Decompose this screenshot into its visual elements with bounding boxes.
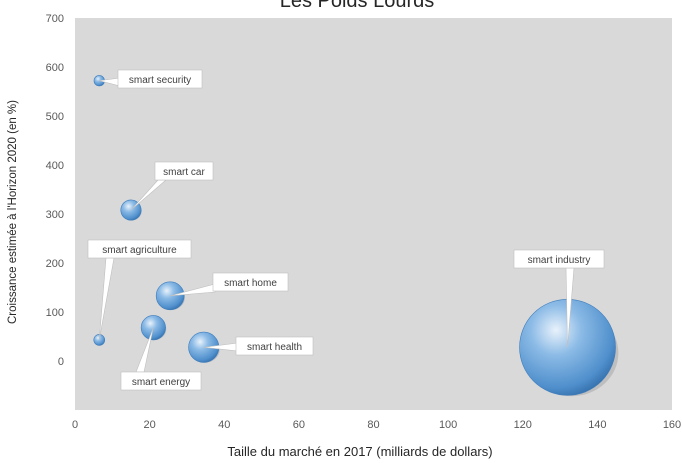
data-label: smart car — [163, 167, 205, 178]
chart-title: Les Poids Lourds — [280, 0, 435, 12]
x-tick-label: 60 — [293, 419, 305, 431]
y-tick-label: 400 — [46, 160, 64, 172]
y-tick-label: 500 — [46, 111, 64, 123]
x-axis-title: Taille du marché en 2017 (milliards de d… — [227, 444, 492, 459]
x-tick-label: 140 — [588, 419, 606, 431]
label-box — [87, 239, 192, 259]
x-tick-label: 20 — [144, 419, 156, 431]
label-box — [235, 336, 314, 356]
data-label: smart home — [224, 278, 277, 289]
label-box — [117, 69, 203, 89]
label-box — [120, 371, 202, 391]
x-axis-ticks: 0 20 40 60 80 100 120 140 160 — [72, 419, 681, 431]
x-tick-label: 80 — [367, 419, 379, 431]
y-tick-label: 100 — [46, 307, 64, 319]
data-label: smart agriculture — [102, 245, 177, 256]
y-tick-label: 0 — [58, 356, 64, 368]
data-labels: smart security smart car smart agriculture… — [87, 69, 605, 391]
y-tick-label: 300 — [46, 209, 64, 221]
y-tick-label: 200 — [46, 258, 64, 270]
x-tick-label: 40 — [218, 419, 230, 431]
bubbles — [93, 75, 619, 397]
y-axis-ticks: 0 100 200 300 400 500 600 700 — [46, 13, 64, 368]
y-axis-title: Croissance estimée à l'Horizon 2020 (en … — [7, 100, 19, 324]
label-box — [513, 249, 605, 269]
data-label: smart energy — [132, 377, 190, 388]
x-tick-label: 120 — [514, 419, 532, 431]
label-box — [154, 161, 214, 181]
x-tick-label: 160 — [663, 419, 681, 431]
data-label: smart health — [247, 342, 302, 353]
x-tick-label: 100 — [439, 419, 457, 431]
y-tick-label: 700 — [46, 13, 64, 25]
x-tick-label: 0 — [72, 419, 78, 431]
y-tick-label: 600 — [46, 62, 64, 74]
label-box — [212, 272, 289, 292]
data-label: smart security — [129, 75, 191, 86]
data-label: smart industry — [528, 255, 591, 266]
